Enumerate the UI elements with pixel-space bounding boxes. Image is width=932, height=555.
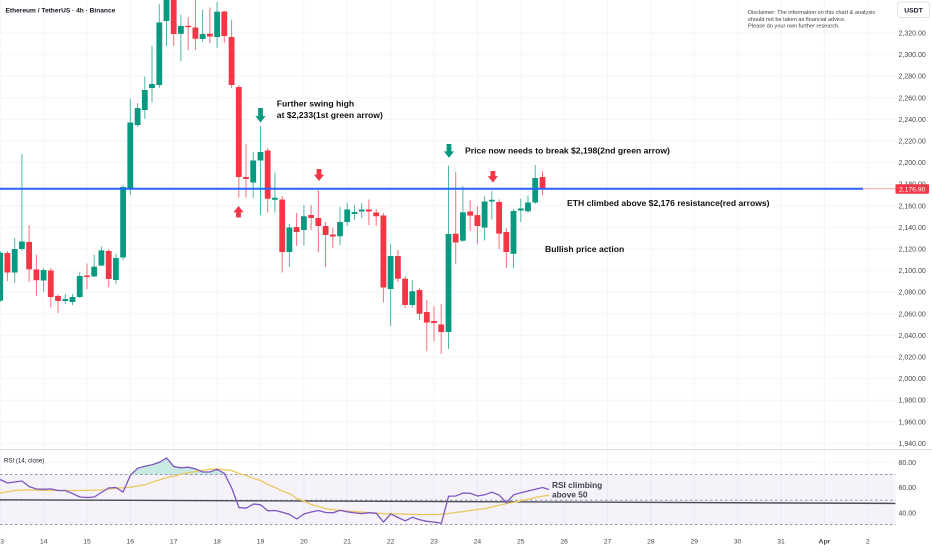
svg-text:2,160.00: 2,160.00 bbox=[899, 203, 926, 210]
svg-text:15: 15 bbox=[83, 538, 91, 545]
svg-text:2,260.00: 2,260.00 bbox=[899, 95, 926, 102]
svg-text:2,100.00: 2,100.00 bbox=[899, 268, 926, 275]
svg-text:30: 30 bbox=[734, 538, 742, 545]
svg-text:13: 13 bbox=[0, 538, 4, 545]
svg-text:80.00: 80.00 bbox=[899, 460, 917, 467]
svg-text:20: 20 bbox=[300, 538, 308, 545]
svg-text:2,280.00: 2,280.00 bbox=[899, 74, 926, 81]
svg-text:2,040.00: 2,040.00 bbox=[899, 333, 926, 340]
svg-text:23: 23 bbox=[430, 538, 438, 545]
svg-text:26: 26 bbox=[560, 538, 568, 545]
svg-text:RSI climbing: RSI climbing bbox=[552, 480, 602, 490]
svg-text:19: 19 bbox=[257, 538, 265, 545]
svg-text:2,220.00: 2,220.00 bbox=[899, 139, 926, 146]
svg-text:21: 21 bbox=[343, 538, 351, 545]
svg-text:17: 17 bbox=[170, 538, 178, 545]
svg-text:14: 14 bbox=[40, 538, 48, 545]
svg-text:16: 16 bbox=[127, 538, 135, 545]
svg-text:Bullish price action: Bullish price action bbox=[545, 244, 624, 254]
svg-text:Ethereum / TetherUS · 4h · Bin: Ethereum / TetherUS · 4h · Binance bbox=[6, 8, 116, 15]
svg-text:Further swing high: Further swing high bbox=[277, 98, 354, 108]
svg-text:2: 2 bbox=[866, 538, 870, 545]
svg-text:2,020.00: 2,020.00 bbox=[899, 355, 926, 362]
svg-text:should not be taken as financi: should not be taken as financial advice. bbox=[748, 17, 846, 23]
svg-text:2,060.00: 2,060.00 bbox=[899, 311, 926, 318]
svg-text:above 50: above 50 bbox=[552, 489, 588, 499]
svg-text:40.00: 40.00 bbox=[899, 511, 917, 518]
svg-text:Disclaimer: The information on: Disclaimer: The information on this char… bbox=[748, 10, 875, 16]
svg-text:Price now needs to break $2,19: Price now needs to break $2,198(2nd gree… bbox=[465, 146, 670, 156]
svg-text:2,240.00: 2,240.00 bbox=[899, 117, 926, 124]
svg-text:2,000.00: 2,000.00 bbox=[899, 376, 926, 383]
svg-text:Apr: Apr bbox=[819, 538, 831, 545]
svg-text:29: 29 bbox=[691, 538, 699, 545]
svg-text:at $2,233(1st green arrow): at $2,233(1st green arrow) bbox=[277, 110, 383, 120]
svg-text:22: 22 bbox=[387, 538, 395, 545]
svg-text:ETH climbed above $2,176 resis: ETH climbed above $2,176 resistance(red … bbox=[567, 198, 770, 208]
svg-text:2,080.00: 2,080.00 bbox=[899, 290, 926, 297]
svg-text:1,960.00: 1,960.00 bbox=[899, 419, 926, 426]
svg-text:1,980.00: 1,980.00 bbox=[899, 398, 926, 405]
svg-text:1,940.00: 1,940.00 bbox=[899, 441, 926, 448]
svg-text:27: 27 bbox=[604, 538, 612, 545]
svg-text:2,200.00: 2,200.00 bbox=[899, 160, 926, 167]
svg-text:60.00: 60.00 bbox=[899, 485, 917, 492]
svg-text:24: 24 bbox=[474, 538, 482, 545]
svg-text:28: 28 bbox=[647, 538, 655, 545]
svg-text:18: 18 bbox=[213, 538, 221, 545]
svg-text:25: 25 bbox=[517, 538, 525, 545]
svg-text:2,140.00: 2,140.00 bbox=[899, 225, 926, 232]
svg-text:2,120.00: 2,120.00 bbox=[899, 247, 926, 254]
svg-text:2,320.00: 2,320.00 bbox=[899, 31, 926, 38]
svg-text:2,300.00: 2,300.00 bbox=[899, 52, 926, 59]
svg-text:RSI (14, close): RSI (14, close) bbox=[4, 458, 44, 465]
svg-text:31: 31 bbox=[777, 538, 785, 545]
svg-text:USDT: USDT bbox=[904, 8, 923, 15]
svg-text:2,176.90: 2,176.90 bbox=[899, 186, 926, 193]
svg-text:Please do your own further res: Please do your own further research. bbox=[748, 23, 840, 29]
